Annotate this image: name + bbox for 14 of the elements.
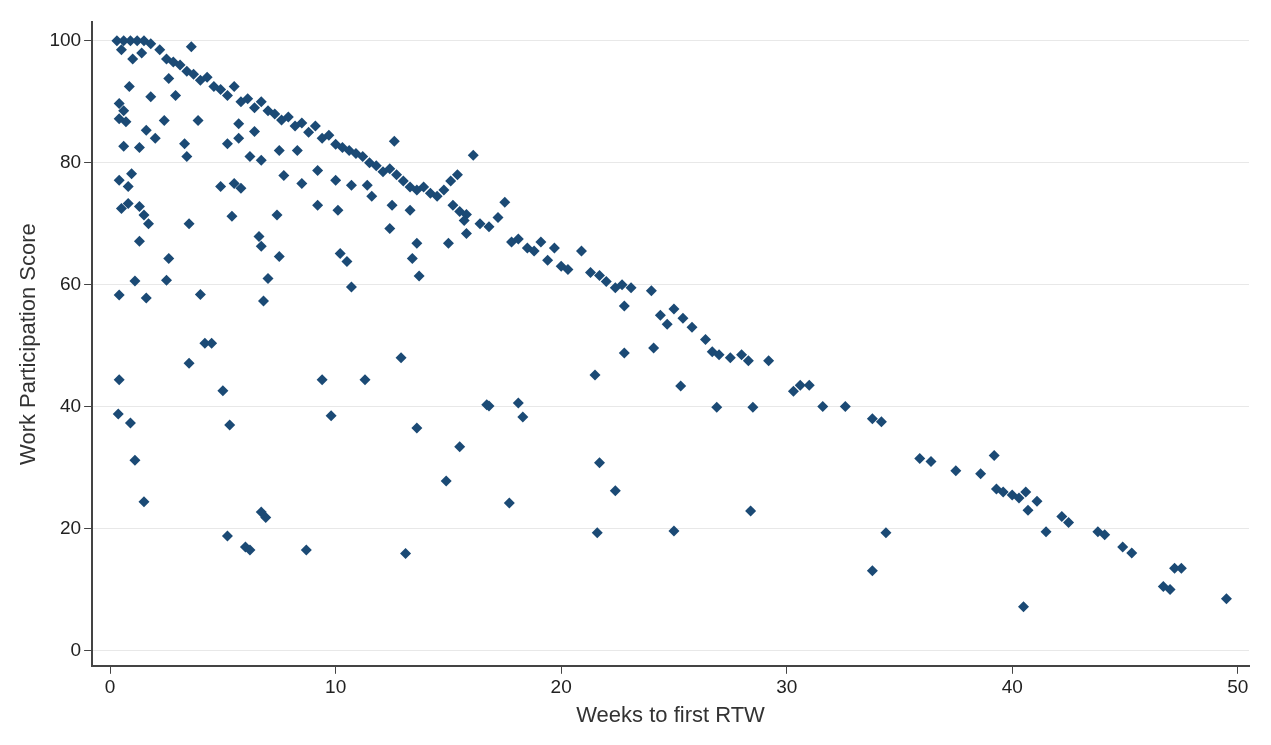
y-axis-title: Work Participation Score — [15, 223, 41, 465]
x-tick-label: 40 — [1001, 676, 1023, 698]
x-tick-label: 20 — [550, 676, 572, 698]
x-tick-label: 30 — [776, 676, 798, 698]
y-tick-label: 80 — [59, 150, 82, 172]
x-axis-title: Weeks to first RTW — [576, 701, 766, 727]
x-tick-label: 50 — [1227, 676, 1249, 698]
y-tick-label: 0 — [70, 638, 82, 660]
x-tick-label: 10 — [325, 676, 347, 698]
y-tick-label: 100 — [49, 28, 82, 50]
y-tick-label: 60 — [59, 272, 82, 294]
y-tick-label: 40 — [59, 394, 82, 416]
x-tick-label: 0 — [104, 676, 116, 698]
y-tick-label: 20 — [59, 516, 82, 538]
